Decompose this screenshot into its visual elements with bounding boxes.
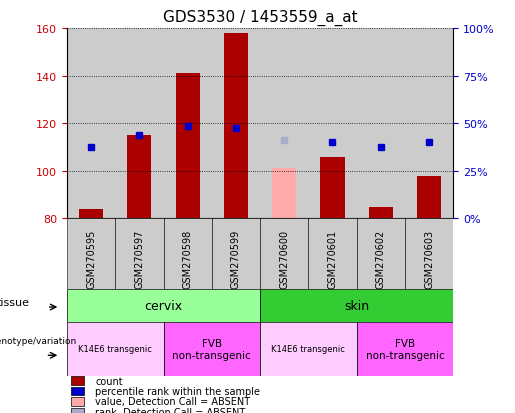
Bar [308,29,356,219]
Text: K14E6 transgenic: K14E6 transgenic [271,344,345,354]
Bar [71,387,84,395]
Text: skin: skin [344,299,369,312]
Bar [356,29,405,219]
Text: percentile rank within the sample: percentile rank within the sample [95,386,261,396]
Bar [67,322,163,376]
Title: GDS3530 / 1453559_a_at: GDS3530 / 1453559_a_at [163,10,357,26]
Bar [163,29,212,219]
Bar [356,322,453,376]
Bar [260,219,308,289]
Text: value, Detection Call = ABSENT: value, Detection Call = ABSENT [95,396,250,406]
Bar [320,157,345,219]
Text: cervix: cervix [144,299,183,312]
Bar [163,322,260,376]
Text: GSM270597: GSM270597 [134,230,144,289]
Bar [115,29,163,219]
Text: count: count [95,376,123,386]
Bar [115,219,163,289]
Bar [272,169,296,219]
Bar [405,219,453,289]
Text: GSM270598: GSM270598 [183,230,193,289]
Text: GSM270602: GSM270602 [376,230,386,289]
Bar [79,209,103,219]
Bar [308,219,356,289]
Bar [356,219,405,289]
Text: FVB
non-transgenic: FVB non-transgenic [173,338,251,360]
Text: GSM270595: GSM270595 [86,230,96,289]
Bar [163,219,212,289]
Text: FVB
non-transgenic: FVB non-transgenic [366,338,444,360]
Bar [212,219,260,289]
Bar [71,408,84,413]
Bar [417,176,441,219]
Bar [71,377,84,385]
Bar [369,207,393,219]
Bar [71,397,84,406]
Bar [67,29,115,219]
Text: K14E6 transgenic: K14E6 transgenic [78,344,152,354]
Bar [67,219,115,289]
Bar [260,29,308,219]
Text: rank, Detection Call = ABSENT: rank, Detection Call = ABSENT [95,407,246,413]
Text: GSM270601: GSM270601 [328,230,337,288]
Text: tissue: tissue [0,297,30,307]
Text: GSM270603: GSM270603 [424,230,434,288]
Bar [405,29,453,219]
Text: GSM270599: GSM270599 [231,230,241,289]
Text: genotype/variation: genotype/variation [0,337,77,345]
Bar [176,74,200,219]
Bar [224,33,248,219]
Bar [127,136,151,219]
Text: GSM270600: GSM270600 [279,230,289,288]
Bar [260,289,453,322]
Bar [67,289,260,322]
Bar [260,322,356,376]
Bar [212,29,260,219]
